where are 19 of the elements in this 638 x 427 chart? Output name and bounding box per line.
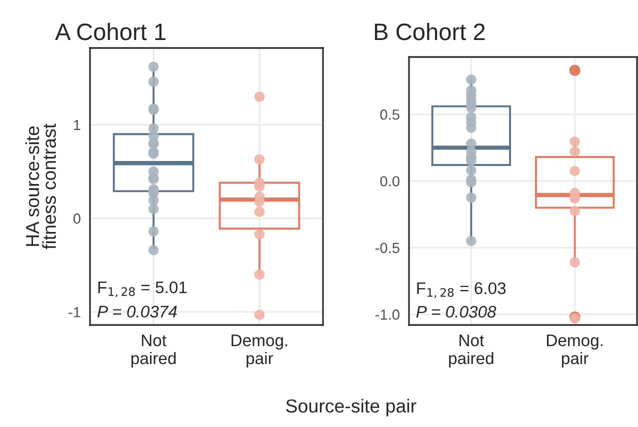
annotation: F$_{1,28}$ = 6.03 xyxy=(417,282,506,298)
annotation: F$_{1,28}$ = 5.01 xyxy=(98,281,187,298)
chart-title: B Cohort 2 xyxy=(374,22,485,40)
y-tick-label: -1 xyxy=(68,307,80,318)
x-tick-label: Demog. pair xyxy=(547,334,602,368)
y-tick-label: 0 xyxy=(73,213,80,224)
x-tick-label: Not paired xyxy=(449,334,494,368)
y-tick-label: 0.0 xyxy=(380,176,400,186)
y-tick-label: -1.0 xyxy=(375,309,400,320)
y-tick-label: 0.5 xyxy=(380,109,400,120)
annotation: P = 0.0374 xyxy=(98,306,177,318)
x-tick-label: Demog. pair xyxy=(232,334,288,368)
y-tick-label: 1 xyxy=(74,120,80,130)
x-axis-title: Source-site pair xyxy=(286,398,416,416)
x-tick-label: Not paired xyxy=(131,334,176,368)
y-axis-title: HA source-site fitness contrast xyxy=(25,124,56,250)
chart-title: A Cohort 1 xyxy=(55,22,166,40)
y-tick-label: -0.5 xyxy=(375,242,400,254)
annotation: P = 0.0308 xyxy=(416,306,496,318)
